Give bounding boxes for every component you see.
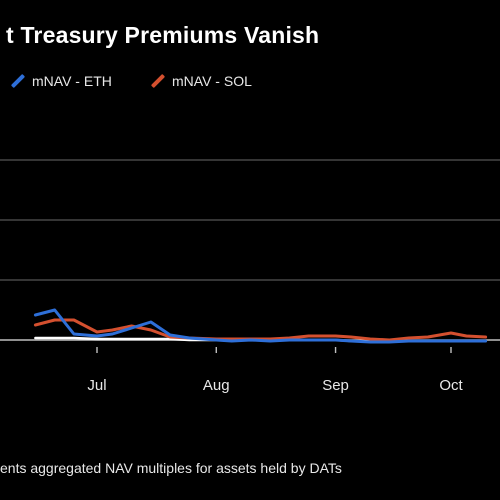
chart-title: t Treasury Premiums Vanish	[6, 22, 320, 48]
legend-label-sol: mNAV - SOL	[172, 73, 252, 89]
chart-footnote: ents aggregated NAV multiples for assets…	[0, 460, 342, 476]
x-tick-label: Sep	[322, 377, 349, 394]
legend-swatch-sol	[150, 73, 166, 89]
legend-item-sol: mNAV - SOL	[150, 70, 252, 92]
legend-item-eth: mNAV - ETH	[10, 70, 112, 92]
series-line-sol	[33, 318, 488, 342]
x-axis: Jul Aug Sep Oct	[87, 347, 463, 394]
gridlines	[0, 159, 500, 341]
x-tick-label: Jul	[87, 377, 106, 394]
series-line-eth	[33, 308, 488, 344]
legend-swatch-eth	[10, 73, 26, 89]
x-tick-label: Aug	[203, 377, 230, 394]
x-tick-label: Oct	[439, 377, 463, 394]
series-lines	[33, 308, 488, 344]
plot-area: Jul Aug Sep Oct	[0, 159, 500, 394]
legend-label-eth: mNAV - ETH	[32, 73, 112, 89]
